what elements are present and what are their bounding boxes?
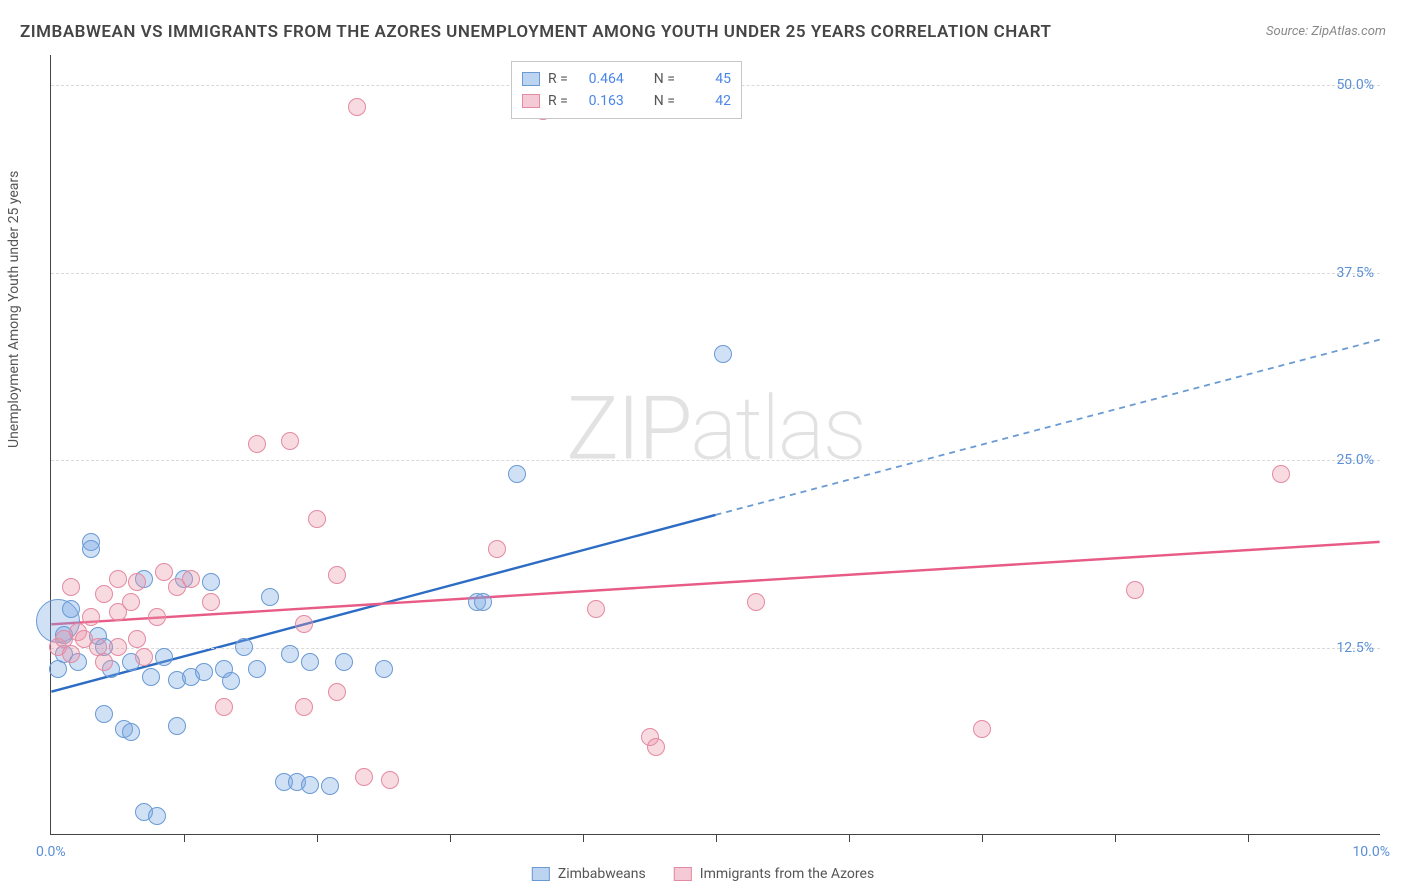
scatter-point (128, 573, 146, 591)
scatter-point (508, 465, 526, 483)
scatter-point (95, 585, 113, 603)
x-tick-label: 0.0% (36, 844, 66, 860)
scatter-point (381, 771, 399, 789)
x-tick (982, 834, 983, 842)
plot-area: ZIPatlas 12.5% 25.0% 37.5% 50.0% R = 0.464 N =… (50, 55, 1380, 835)
scatter-point (202, 593, 220, 611)
legend-r-label: R = (548, 68, 568, 90)
gridline (51, 273, 1380, 274)
scatter-point (95, 653, 113, 671)
legend-n-label: N = (654, 90, 675, 112)
scatter-point (82, 540, 100, 558)
x-tick (317, 834, 318, 842)
scatter-point (301, 776, 319, 794)
legend-n-label: N = (654, 68, 675, 90)
scatter-point (488, 540, 506, 558)
scatter-point (202, 573, 220, 591)
legend-item: Zimbabweans (532, 866, 646, 882)
scatter-point (215, 698, 233, 716)
chart-title: ZIMBABWEAN VS IMMIGRANTS FROM THE AZORES… (20, 22, 1051, 42)
y-tick-label: 37.5% (1336, 265, 1374, 281)
scatter-point (95, 705, 113, 723)
legend-r-label: R = (548, 90, 568, 112)
scatter-point (261, 588, 279, 606)
scatter-point (328, 566, 346, 584)
x-tick (184, 834, 185, 842)
scatter-point (62, 645, 80, 663)
scatter-point (122, 723, 140, 741)
scatter-point (301, 653, 319, 671)
legend-bottom: Zimbabweans Immigrants from the Azores (532, 866, 874, 882)
scatter-point (295, 698, 313, 716)
x-tick (450, 834, 451, 842)
scatter-point (195, 663, 213, 681)
scatter-point (222, 672, 240, 690)
scatter-point (587, 600, 605, 618)
legend-r-value: 0.464 (576, 68, 624, 90)
x-tick (583, 834, 584, 842)
x-tick (1248, 834, 1249, 842)
legend-n-value: 42 (683, 90, 731, 112)
x-tick (716, 834, 717, 842)
scatter-point (62, 600, 80, 618)
x-tick (1115, 834, 1116, 842)
scatter-point (1126, 581, 1144, 599)
x-tick-label: 10.0% (1352, 844, 1390, 860)
scatter-point (647, 738, 665, 756)
scatter-point (281, 432, 299, 450)
scatter-point (168, 717, 186, 735)
scatter-point (109, 638, 127, 656)
y-tick-label: 25.0% (1336, 452, 1374, 468)
y-tick-label: 50.0% (1336, 77, 1374, 93)
scatter-point (281, 645, 299, 663)
scatter-point (335, 653, 353, 671)
scatter-point (248, 435, 266, 453)
legend-swatch (674, 867, 692, 881)
watermark: ZIPatlas (566, 377, 865, 480)
scatter-point (142, 668, 160, 686)
legend-swatch (532, 867, 550, 881)
scatter-point (295, 615, 313, 633)
legend-r-value: 0.163 (576, 90, 624, 112)
scatter-point (747, 593, 765, 611)
scatter-point (973, 720, 991, 738)
scatter-point (148, 807, 166, 825)
scatter-point (128, 630, 146, 648)
scatter-point (348, 98, 366, 116)
legend-label: Zimbabweans (558, 866, 646, 882)
scatter-point (1272, 465, 1290, 483)
gridline (51, 460, 1380, 461)
legend-stats: R = 0.464 N = 45 R = 0.163 N = 42 (511, 61, 742, 119)
x-tick (849, 834, 850, 842)
source-label: Source: ZipAtlas.com (1266, 24, 1386, 39)
scatter-point (355, 768, 373, 786)
scatter-point (474, 593, 492, 611)
legend-n-value: 45 (683, 68, 731, 90)
scatter-point (248, 660, 266, 678)
scatter-point (375, 660, 393, 678)
scatter-point (155, 648, 173, 666)
scatter-point (109, 570, 127, 588)
legend-label: Immigrants from the Azores (700, 866, 874, 882)
scatter-point (308, 510, 326, 528)
scatter-point (82, 608, 100, 626)
scatter-point (714, 345, 732, 363)
scatter-point (328, 683, 346, 701)
scatter-point (122, 593, 140, 611)
scatter-point (148, 608, 166, 626)
legend-swatch (522, 72, 540, 86)
scatter-point (135, 648, 153, 666)
y-axis-label: Unemployment Among Youth under 25 years (6, 171, 22, 448)
legend-stats-row: R = 0.163 N = 42 (522, 90, 731, 112)
legend-swatch (522, 94, 540, 108)
scatter-point (62, 578, 80, 596)
legend-stats-row: R = 0.464 N = 45 (522, 68, 731, 90)
scatter-point (321, 777, 339, 795)
scatter-point (235, 638, 253, 656)
scatter-point (155, 563, 173, 581)
scatter-point (182, 570, 200, 588)
legend-item: Immigrants from the Azores (674, 866, 874, 882)
y-tick-label: 12.5% (1336, 640, 1374, 656)
